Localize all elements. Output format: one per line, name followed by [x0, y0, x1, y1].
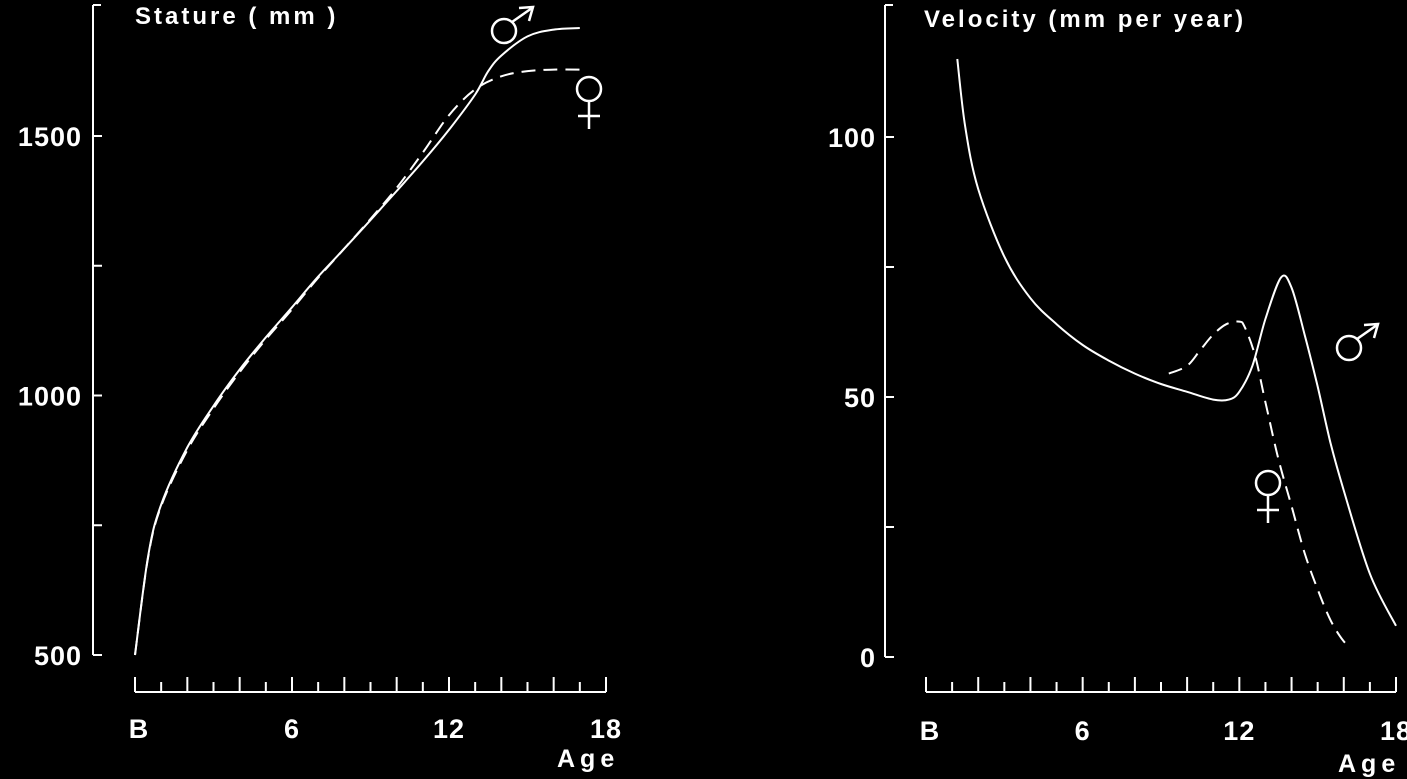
male-series-line	[956, 58, 1397, 627]
male-symbol-icon	[1335, 322, 1380, 362]
y-tick-label: 100	[828, 123, 876, 153]
x-tick-label: 18	[590, 714, 622, 744]
male-arrow-shaft	[1356, 323, 1378, 341]
y-tick-label: 500	[34, 641, 82, 671]
x-axis-label: Age	[1338, 750, 1400, 778]
female-circle	[1254, 469, 1282, 497]
velocity-chart: 0 50 100 B 6 12 18 Velocity (mm per year) Age	[828, 4, 1407, 778]
male-series-line	[134, 27, 580, 656]
x-tick-label: 6	[284, 714, 300, 744]
female-symbol-icon	[1254, 469, 1282, 523]
male-arrow-head	[1363, 322, 1380, 339]
x-tick-label: 12	[1223, 716, 1255, 746]
female-series-line	[134, 68, 580, 656]
y-tick-label: 0	[860, 643, 876, 673]
stature-chart: 500 1000 1500 B 6 12 18 Stature ( mm ) Age	[18, 3, 622, 773]
male-circle	[1335, 334, 1363, 362]
x-tick-label: 12	[433, 714, 465, 744]
x-tick-label: 18	[1380, 716, 1407, 746]
x-tick-label: B	[129, 714, 150, 744]
female-symbol-icon	[575, 75, 603, 129]
chart-title: Velocity (mm per year)	[924, 6, 1246, 33]
female-circle	[575, 75, 603, 103]
female-series-line	[1168, 320, 1353, 648]
male-circle	[490, 17, 518, 45]
male-arrow-head	[518, 5, 535, 22]
x-tick-label: B	[920, 716, 941, 746]
chart-title: Stature ( mm )	[135, 3, 338, 30]
male-symbol-icon	[490, 5, 535, 45]
y-tick-label: 1500	[18, 122, 82, 152]
y-tick-label: 1000	[18, 382, 82, 412]
male-arrow-shaft	[511, 6, 533, 24]
x-tick-label: 6	[1075, 716, 1091, 746]
x-axis-label: Age	[557, 745, 619, 773]
y-tick-label: 50	[844, 383, 876, 413]
